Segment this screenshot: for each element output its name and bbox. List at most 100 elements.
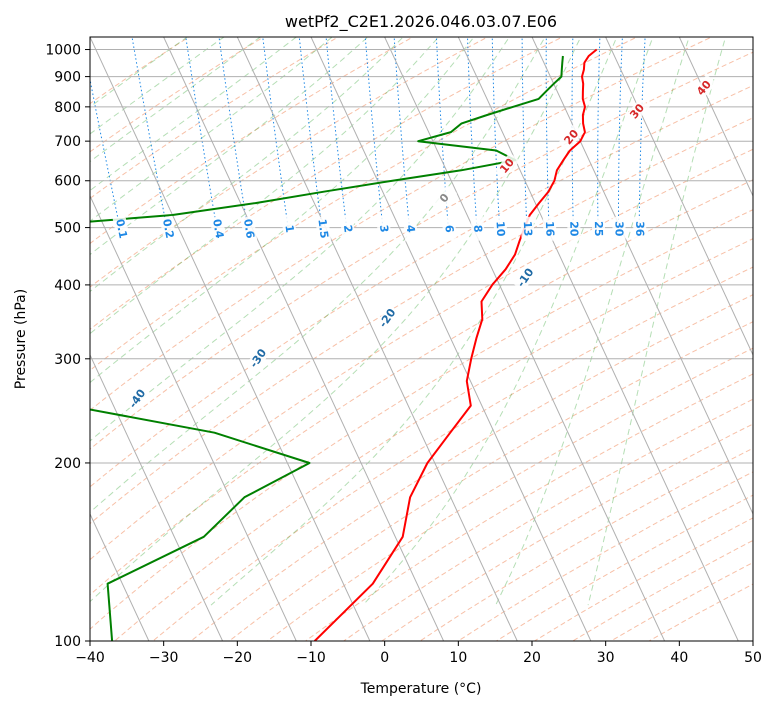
mixing-ratio-line xyxy=(467,37,478,228)
x-tick-label: −30 xyxy=(149,650,179,666)
x-tick-label: −10 xyxy=(296,650,326,666)
mixing-ratio-line xyxy=(521,37,528,228)
moist-adiabat-line xyxy=(90,37,475,384)
label-halo xyxy=(375,304,400,332)
isotherm-line xyxy=(457,37,739,641)
label-halo xyxy=(209,215,227,242)
isotherm-line xyxy=(90,37,371,641)
dry-adiabat-line xyxy=(342,398,753,641)
y-tick-label: 200 xyxy=(54,456,81,472)
dry-adiabat-line xyxy=(90,37,564,330)
x-tick-label: 10 xyxy=(449,650,467,666)
dry-adiabat-line xyxy=(457,471,753,641)
label-halo xyxy=(245,344,271,372)
label-halo xyxy=(567,216,581,241)
dry-adiabat-line xyxy=(495,494,753,641)
label-halo xyxy=(542,216,557,242)
moist-adiabat-line xyxy=(90,37,225,135)
chart-title: wetPf2_C2E1.2026.046.03.07.E06 xyxy=(285,12,557,32)
mixing-ratio-label: 1 xyxy=(282,224,296,233)
x-tick-label: 0 xyxy=(380,650,389,666)
isotherm-line xyxy=(605,37,753,357)
label-halo xyxy=(493,216,508,242)
dry-adiabat-line xyxy=(90,37,713,411)
isotherm-line xyxy=(90,194,297,641)
mixing-ratio-line xyxy=(638,37,646,228)
moist-adiabat-line xyxy=(90,37,298,192)
y-tick-label: 500 xyxy=(54,221,81,237)
moist-adiabat-line xyxy=(90,37,511,442)
label-halo xyxy=(431,184,458,212)
y-tick-label: 900 xyxy=(54,70,81,86)
label-halo xyxy=(402,216,419,242)
mixing-ratio-label: 8 xyxy=(471,225,484,234)
label-halo xyxy=(240,215,258,242)
dry-adiabat-line xyxy=(113,238,753,641)
mixing-ratio-label: 6 xyxy=(442,224,456,233)
x-tick-label: 40 xyxy=(670,650,688,666)
mixing-ratio-label: 13 xyxy=(521,221,535,237)
label-halo xyxy=(281,215,298,242)
mixing-ratio-line xyxy=(618,37,623,228)
temperature-profile-line xyxy=(313,48,598,641)
label-halo xyxy=(691,74,717,102)
mixing-ratio-label: 30 xyxy=(612,221,625,237)
mixing-ratio-label: 1.5 xyxy=(315,218,330,239)
label-halo xyxy=(520,216,535,242)
plot-frame xyxy=(89,36,754,642)
label-halo xyxy=(125,385,150,413)
label-halo xyxy=(558,123,585,151)
moist-adiabat-line xyxy=(362,37,654,606)
dry-adiabat-line xyxy=(90,84,753,488)
label-halo xyxy=(112,215,131,242)
isotherm-line xyxy=(236,37,518,641)
isotherm-line xyxy=(531,37,753,516)
label-halo xyxy=(612,216,626,241)
mixing-ratio-line xyxy=(364,37,384,228)
label-halo xyxy=(624,98,650,125)
dry-adiabat-line xyxy=(90,37,414,245)
isotherm-line xyxy=(678,37,753,198)
x-tick-label: 20 xyxy=(523,650,541,666)
label-halo xyxy=(494,152,520,180)
mixing-ratio-line xyxy=(131,37,168,228)
label-halo xyxy=(315,215,332,242)
isotherm-line xyxy=(310,37,592,641)
mixing-ratio-label: 4 xyxy=(404,224,418,233)
mixing-ratio-line xyxy=(545,37,550,228)
isotherm-line xyxy=(0,35,8,655)
y-tick-label: 600 xyxy=(54,174,81,190)
mixing-ratio-label: 0.4 xyxy=(210,218,226,240)
isotherm-line xyxy=(163,37,445,641)
label-halo xyxy=(159,215,177,242)
mixing-ratio-label: 2 xyxy=(341,224,355,233)
moist-adiabat-line xyxy=(90,37,440,335)
moist-adiabat-line xyxy=(90,37,404,293)
y-tick-label: 700 xyxy=(54,134,81,150)
y-tick-label: 100 xyxy=(54,634,81,650)
isotherm-line xyxy=(752,37,753,39)
moist-adiabat-line xyxy=(90,37,546,513)
y-tick-label: 1000 xyxy=(45,43,81,59)
mixing-ratio-label: 25 xyxy=(592,221,605,236)
isotherm-line xyxy=(384,37,666,641)
x-tick-label: 50 xyxy=(744,650,762,666)
moist-adiabat-line xyxy=(90,37,189,108)
label-halo xyxy=(513,264,538,292)
label-halo xyxy=(470,216,485,242)
moist-adiabat-line xyxy=(90,37,582,603)
label-halo xyxy=(441,216,457,242)
mixing-ratio-label: 0.1 xyxy=(113,218,130,240)
dry-adiabat-line xyxy=(90,37,489,288)
mixing-ratio-line xyxy=(325,37,348,228)
dry-adiabat-line xyxy=(90,37,265,153)
label-halo xyxy=(376,216,392,242)
dry-adiabat-line xyxy=(90,37,639,371)
mixing-ratio-line xyxy=(185,37,218,228)
dry-adiabat-line xyxy=(90,148,753,561)
mixing-ratio-line xyxy=(435,37,449,228)
isotherm-line xyxy=(90,353,224,641)
label-halo xyxy=(633,216,647,241)
